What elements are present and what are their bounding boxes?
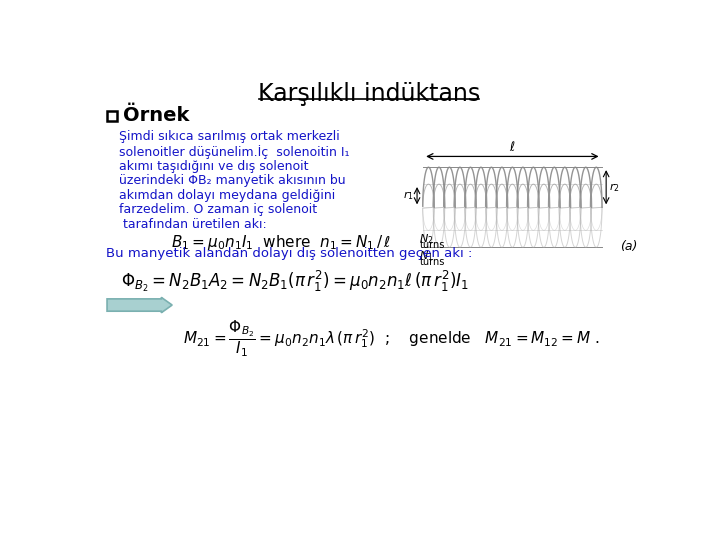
Text: solenoitler düşünelim.İç  solenoitin I₁: solenoitler düşünelim.İç solenoitin I₁ — [120, 145, 350, 159]
Text: $r_1$: $r_1$ — [403, 190, 414, 202]
Text: turns: turns — [419, 257, 445, 267]
Text: $M_{21} = \dfrac{\Phi_{B_2}}{I_1} = \mu_0 n_2 n_1 \lambda\,(\pi\, r_1^2)$  ;    : $M_{21} = \dfrac{\Phi_{B_2}}{I_1} = \mu_… — [183, 319, 600, 359]
Text: Örnek: Örnek — [122, 106, 189, 125]
Text: $N_1$: $N_1$ — [419, 249, 434, 262]
Text: $B_1 = \mu_0 n_1 I_1$  where  $n_1 = N_1\,/\,\ell$: $B_1 = \mu_0 n_1 I_1$ where $n_1 = N_1\,… — [171, 233, 392, 252]
Text: farzedelim. O zaman iç solenoit: farzedelim. O zaman iç solenoit — [120, 204, 318, 217]
Text: $\ell$: $\ell$ — [509, 140, 516, 154]
Text: Bu manyetik alandan dolayı dış solenoitten geçen akı :: Bu manyetik alandan dolayı dış solenoitt… — [106, 247, 472, 260]
Text: (a): (a) — [620, 240, 637, 253]
Text: akımdan dolayı meydana geldiğini: akımdan dolayı meydana geldiğini — [120, 189, 336, 202]
Text: üzerindeki ΦB₂ manyetik akısının bu: üzerindeki ΦB₂ manyetik akısının bu — [120, 174, 346, 187]
Text: akımı taşıdığını ve dış solenoit: akımı taşıdığını ve dış solenoit — [120, 159, 309, 172]
Text: $\Phi_{B_2} = N_2 B_1 A_2 = N_2 B_1(\pi\, r_1^2) = \mu_0 n_2 n_1\ell\,(\pi\, r_1: $\Phi_{B_2} = N_2 B_1 A_2 = N_2 B_1(\pi\… — [121, 269, 469, 294]
Text: Karşılıklı indüktans: Karşılıklı indüktans — [258, 82, 480, 106]
Text: turns: turns — [419, 240, 445, 251]
Bar — [107, 111, 117, 121]
FancyArrow shape — [107, 298, 172, 313]
Text: tarafından üretilen akı:: tarafından üretilen akı: — [120, 218, 267, 231]
Text: $N_2$: $N_2$ — [419, 232, 434, 246]
Text: $r_2$: $r_2$ — [609, 181, 620, 194]
Text: Şimdi sıkıca sarılmış ortak merkezli: Şimdi sıkıca sarılmış ortak merkezli — [120, 130, 340, 143]
